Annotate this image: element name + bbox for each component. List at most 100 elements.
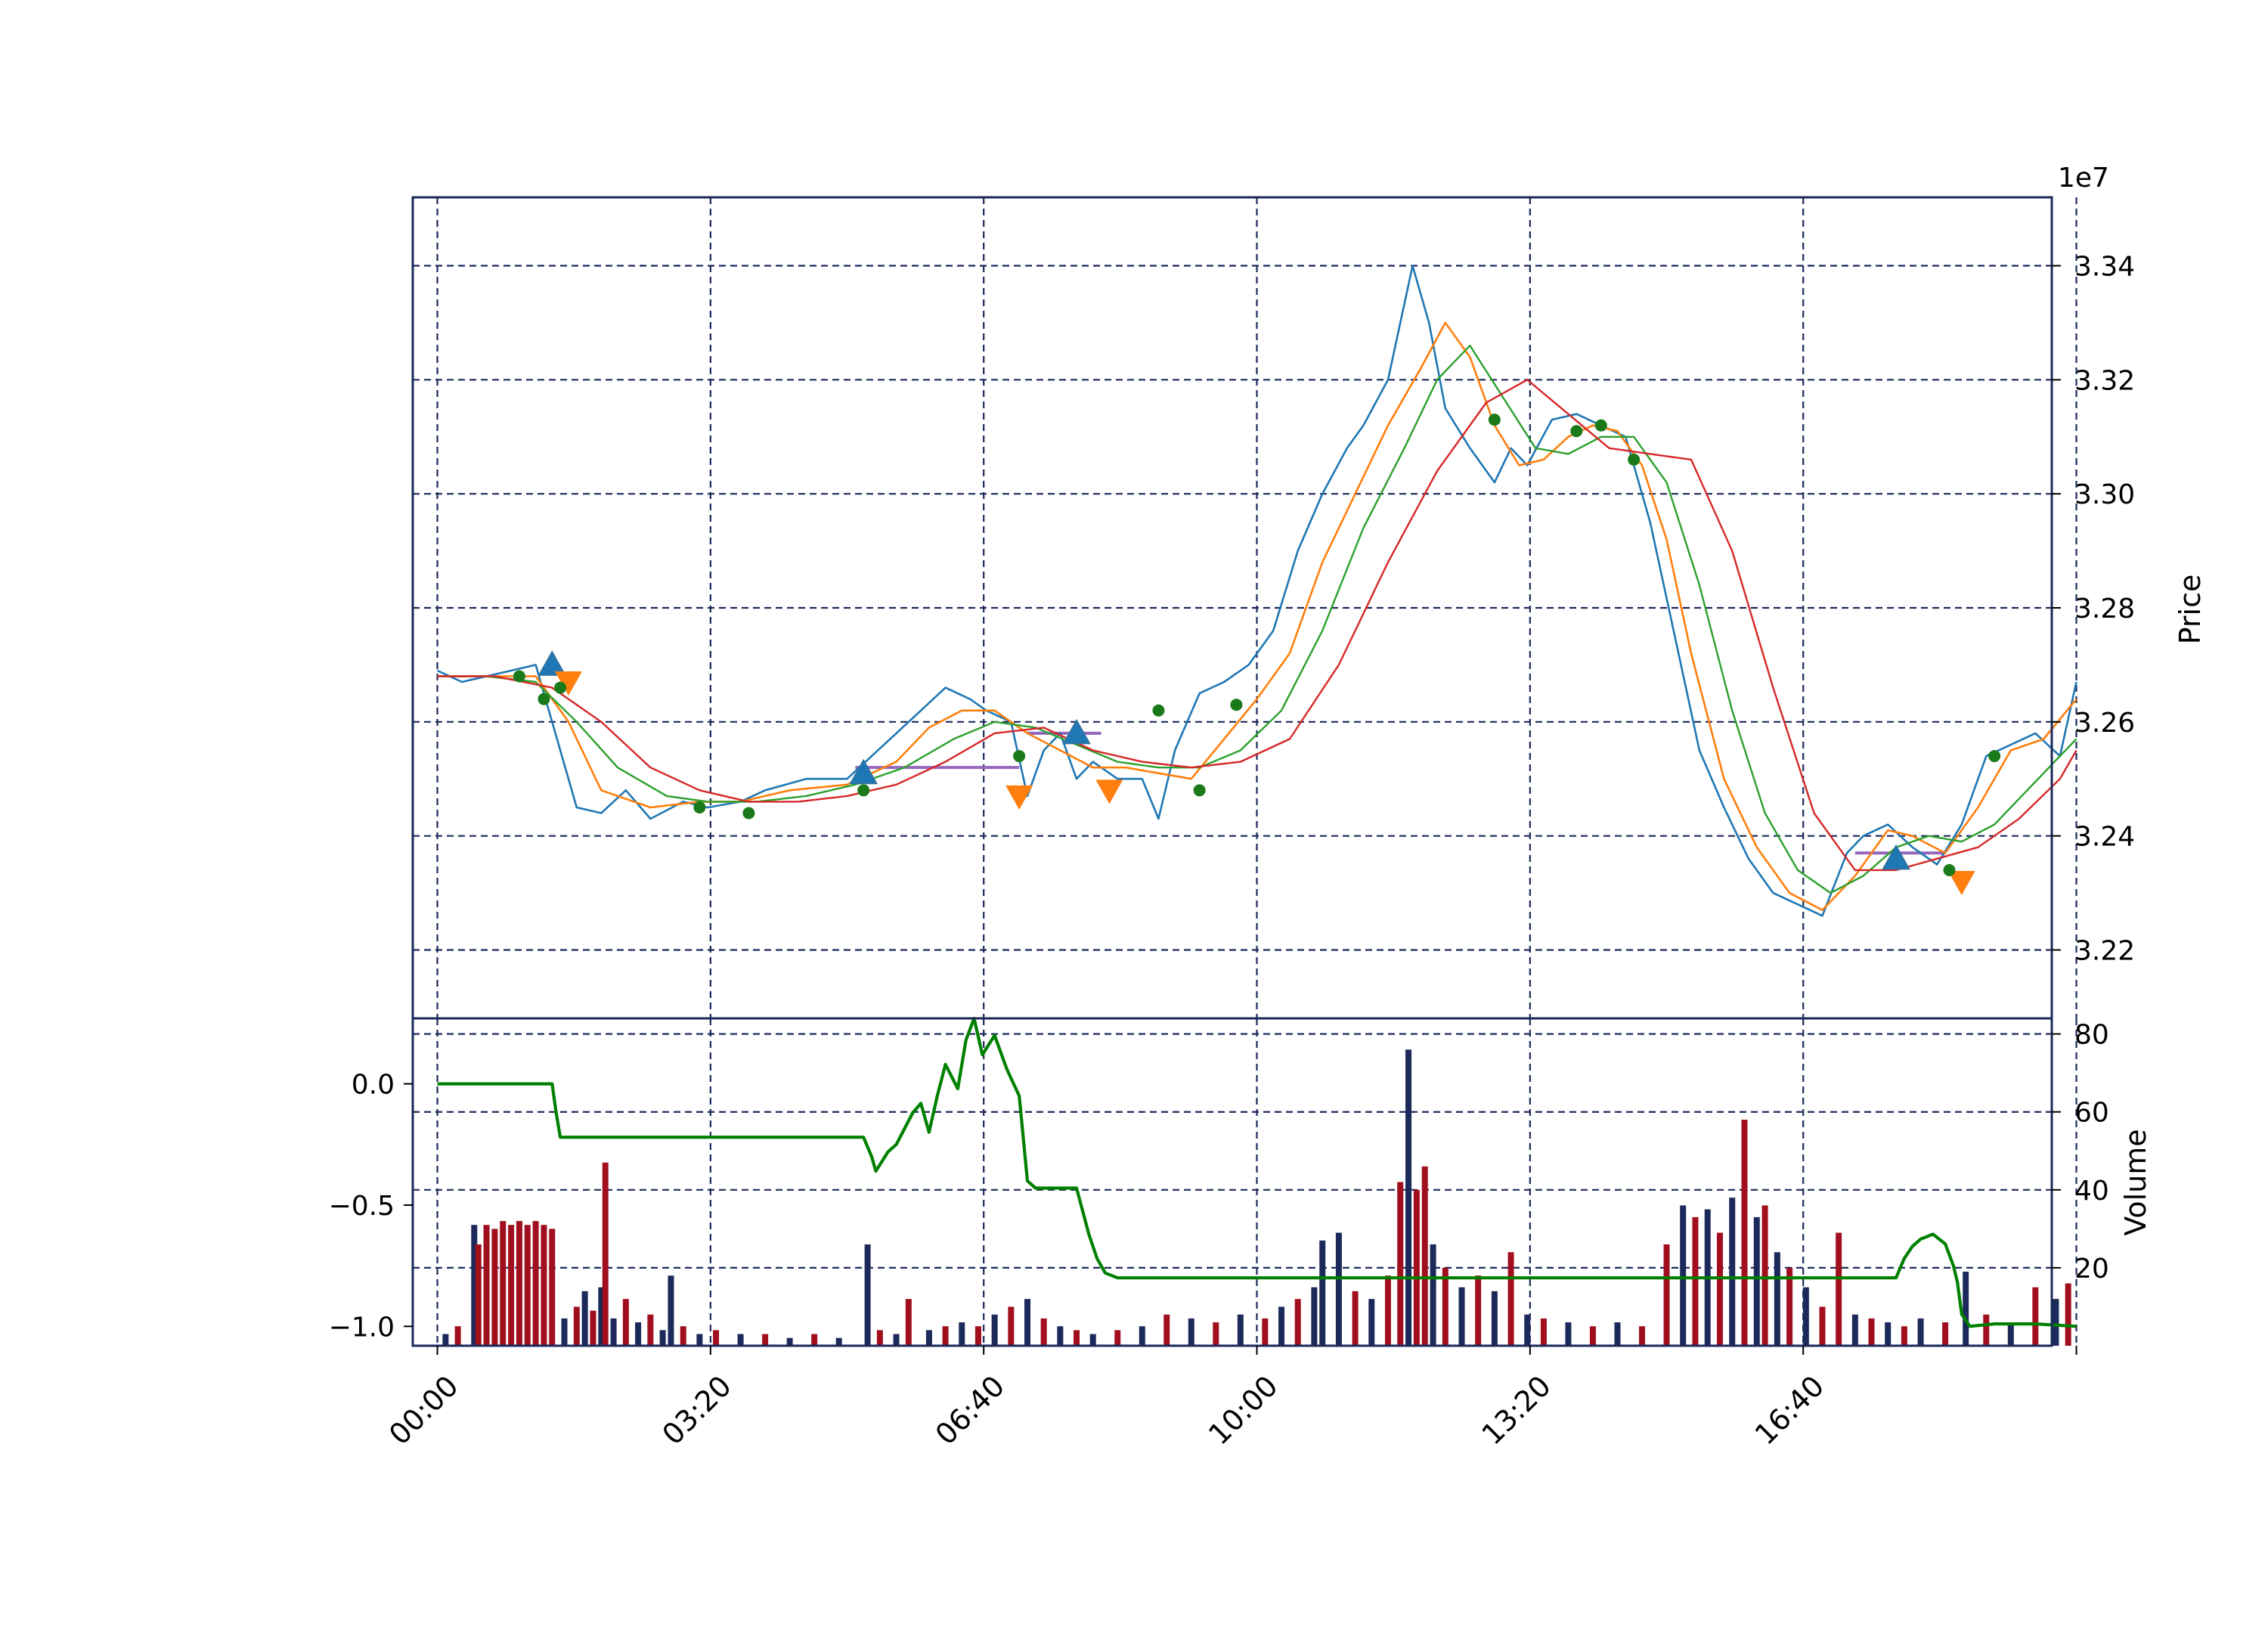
buy-marker — [849, 758, 878, 785]
signal-dot — [1594, 419, 1607, 432]
price-ytick-label: 3.32 — [2074, 365, 2135, 396]
volume-bar — [1741, 1120, 1748, 1346]
volume-bar — [1716, 1232, 1723, 1346]
volume-bar — [1639, 1326, 1645, 1346]
volume-bar — [762, 1334, 769, 1346]
volume-bar — [1405, 1049, 1412, 1346]
signal-dot — [1013, 750, 1026, 763]
volume-bar — [2032, 1287, 2039, 1346]
volume-bar — [905, 1299, 912, 1346]
volume-ytick-label: 80 — [2074, 1020, 2109, 1051]
volume-bar — [2065, 1283, 2071, 1346]
sell-marker — [1095, 779, 1123, 804]
volume-bar — [508, 1225, 515, 1346]
volume-bar — [1819, 1306, 1826, 1346]
signal-dot — [513, 670, 525, 683]
volume-bar — [1352, 1291, 1359, 1346]
volume-bar — [581, 1291, 588, 1346]
volume-bar — [942, 1326, 949, 1346]
volume-bar — [516, 1221, 522, 1346]
buy-marker — [538, 650, 567, 676]
volume-bar — [2007, 1322, 2014, 1346]
volume-bar — [491, 1229, 498, 1346]
volume-bar — [622, 1299, 629, 1346]
price-ytick-label: 3.24 — [2074, 822, 2135, 853]
volume-bar — [1442, 1267, 1448, 1346]
volume-y-ticks: 20 40 60 80 — [2052, 1020, 2109, 1284]
signal-dot — [693, 801, 706, 813]
volume-bar — [1397, 1182, 1404, 1346]
volume-bar — [1589, 1326, 1596, 1346]
buy-marker — [1882, 844, 1910, 870]
volume-bar — [483, 1225, 490, 1346]
series-line-price — [436, 265, 2077, 917]
volume-bar — [835, 1337, 842, 1346]
volume-bar — [1851, 1314, 1858, 1346]
volume-ytick-label: 60 — [2074, 1098, 2109, 1129]
volume-bar — [659, 1330, 666, 1346]
price-gridlines — [413, 197, 2077, 1018]
volume-panel: 20 40 60 80 0.0 −0.5 −1.0 Volume — [329, 1016, 2152, 1347]
volume-bar — [1836, 1232, 1842, 1346]
volume-bar — [647, 1314, 654, 1346]
volume-bar — [925, 1330, 932, 1346]
volume-bar — [1729, 1198, 1736, 1346]
volume-bar — [1237, 1314, 1244, 1346]
volume-bar — [991, 1314, 998, 1346]
volume-ytick-label: 20 — [2074, 1253, 2109, 1284]
volume-bar — [635, 1322, 642, 1346]
volume-bar — [959, 1322, 965, 1346]
volume-bar — [1802, 1287, 1809, 1346]
volume-bar — [786, 1337, 793, 1346]
volume-bar — [1565, 1322, 1572, 1346]
signal-dot — [857, 784, 870, 797]
series-line-slow-ma — [437, 379, 2077, 872]
volume-bar — [1917, 1318, 1924, 1346]
price-ytick-label: 3.26 — [2074, 708, 2135, 739]
volume-bar — [1491, 1291, 1498, 1346]
volume-bar — [598, 1287, 605, 1346]
price-y-ticks: 3.22 3.24 3.26 3.28 3.30 3.32 3.34 — [2052, 252, 2135, 967]
volume-bar — [668, 1275, 674, 1346]
volume-axis-label: Volume — [2119, 1129, 2152, 1235]
price-series-lines — [436, 265, 2077, 917]
sell-marker — [554, 671, 582, 696]
volume-bar — [1786, 1267, 1793, 1346]
signal-dot — [1152, 704, 1165, 717]
signal-dot — [1628, 453, 1641, 466]
indicator-line — [437, 1016, 2077, 1328]
sell-marker — [1005, 785, 1033, 810]
price-panel: 3.22 3.24 3.26 3.28 3.30 3.32 3.34 1e7 Price — [411, 163, 2207, 1020]
signal-dot — [554, 681, 567, 694]
volume-bar — [610, 1318, 617, 1346]
volume-bar — [1507, 1252, 1514, 1346]
volume-bar — [1089, 1334, 1096, 1346]
series-line-mid-ma — [437, 344, 2077, 894]
volume-bar — [500, 1221, 507, 1346]
volume-bars — [442, 1049, 2071, 1346]
indicator-ytick-label: 0.0 — [352, 1070, 395, 1101]
volume-bar — [541, 1225, 547, 1346]
signal-dot — [1988, 750, 2001, 763]
volume-bar — [713, 1330, 720, 1346]
volume-bar — [1008, 1306, 1015, 1346]
volume-bar — [1413, 1189, 1420, 1346]
sell-marker — [1947, 871, 1975, 895]
volume-bar — [1692, 1216, 1699, 1346]
volume-bar — [561, 1318, 568, 1346]
volume-bar — [696, 1334, 703, 1346]
volume-bar — [1188, 1318, 1194, 1346]
volume-bar — [1278, 1306, 1285, 1346]
series-line-fast-ma — [437, 321, 2077, 911]
volume-bar — [1421, 1166, 1428, 1346]
price-ytick-label: 3.34 — [2074, 252, 2135, 283]
volume-bar — [1368, 1299, 1375, 1346]
volume-bar — [524, 1225, 531, 1346]
signal-dot — [1943, 863, 1956, 876]
signal-dot — [1193, 784, 1206, 797]
signal-dot — [742, 807, 755, 820]
volume-bar — [454, 1326, 461, 1346]
volume-bar — [1475, 1275, 1482, 1346]
volume-bar — [1074, 1330, 1080, 1346]
